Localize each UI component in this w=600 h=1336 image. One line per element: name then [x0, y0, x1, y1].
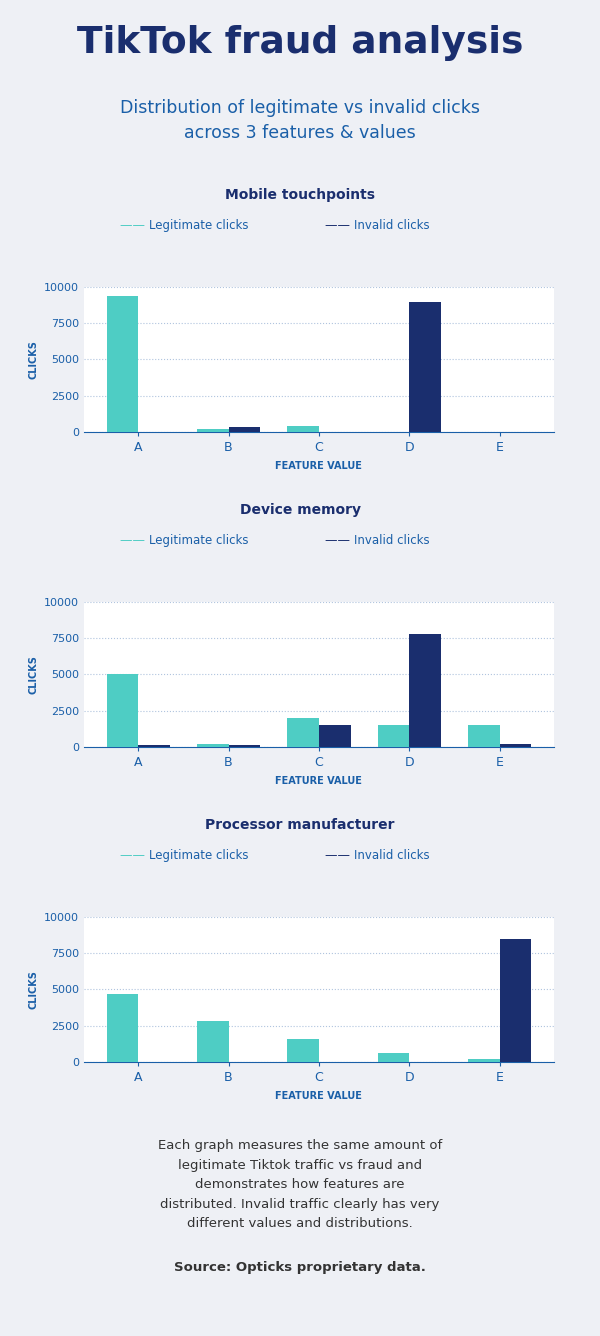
Text: ——: —— — [325, 219, 354, 232]
X-axis label: FEATURE VALUE: FEATURE VALUE — [275, 776, 362, 786]
Text: ——: —— — [120, 219, 149, 232]
Bar — [287, 1038, 319, 1062]
Text: ——: —— — [325, 534, 354, 546]
Bar — [107, 675, 138, 747]
Bar — [468, 1058, 500, 1062]
Bar — [500, 939, 531, 1062]
Bar — [229, 428, 260, 432]
Text: Invalid clicks: Invalid clicks — [354, 534, 430, 546]
Text: Invalid clicks: Invalid clicks — [354, 848, 430, 862]
Bar — [107, 295, 138, 432]
X-axis label: FEATURE VALUE: FEATURE VALUE — [275, 1090, 362, 1101]
Bar — [287, 717, 319, 747]
Bar — [107, 994, 138, 1062]
Text: ——: —— — [325, 848, 354, 862]
Bar — [197, 744, 229, 747]
Text: TikTok fraud analysis: TikTok fraud analysis — [77, 25, 523, 61]
Text: Each graph measures the same amount of
legitimate Tiktok traffic vs fraud and
de: Each graph measures the same amount of l… — [158, 1140, 442, 1230]
Bar — [468, 725, 500, 747]
Bar — [197, 1021, 229, 1062]
Text: Legitimate clicks: Legitimate clicks — [149, 848, 248, 862]
Text: Device memory: Device memory — [239, 504, 361, 517]
Bar — [377, 725, 409, 747]
Text: ——: —— — [120, 534, 149, 546]
Text: Legitimate clicks: Legitimate clicks — [149, 534, 248, 546]
Bar — [138, 745, 170, 747]
Text: ——: —— — [120, 848, 149, 862]
Bar — [377, 1053, 409, 1062]
X-axis label: FEATURE VALUE: FEATURE VALUE — [275, 461, 362, 470]
Bar — [409, 633, 441, 747]
Bar — [500, 744, 531, 747]
Bar — [229, 745, 260, 747]
Y-axis label: CLICKS: CLICKS — [29, 655, 38, 693]
Text: Processor manufacturer: Processor manufacturer — [205, 818, 395, 832]
Text: Invalid clicks: Invalid clicks — [354, 219, 430, 232]
Text: Distribution of legitimate vs invalid clicks
across 3 features & values: Distribution of legitimate vs invalid cl… — [120, 99, 480, 143]
Bar — [319, 725, 350, 747]
Text: Legitimate clicks: Legitimate clicks — [149, 219, 248, 232]
Y-axis label: CLICKS: CLICKS — [29, 339, 38, 379]
Y-axis label: CLICKS: CLICKS — [29, 970, 38, 1009]
Bar — [287, 426, 319, 432]
Bar — [197, 429, 229, 432]
Text: Source: Opticks proprietary data.: Source: Opticks proprietary data. — [174, 1261, 426, 1275]
Bar — [409, 302, 441, 432]
Text: Mobile touchpoints: Mobile touchpoints — [225, 188, 375, 202]
